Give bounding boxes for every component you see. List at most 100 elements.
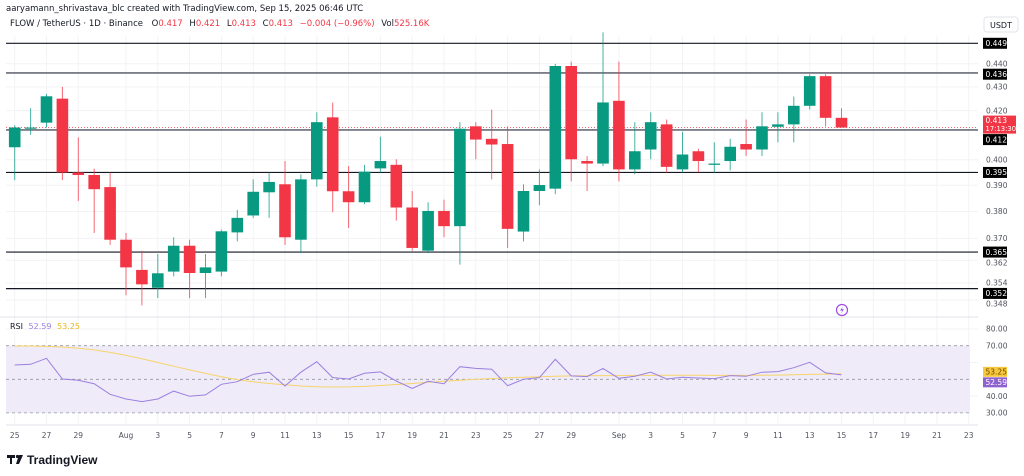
price-tick-label: 0.354 <box>986 279 1008 288</box>
tradingview-logo[interactable]: TradingView <box>7 453 98 467</box>
time-tick-label: 29 <box>566 431 576 440</box>
candle-body <box>835 117 848 128</box>
low-value: 0.413 <box>232 19 256 29</box>
time-tick-label: Aug <box>119 431 134 440</box>
candle <box>406 190 418 251</box>
rsi-legend[interactable]: RSI 52.59 53.25 <box>10 322 80 331</box>
level-price-badge <box>983 68 1007 80</box>
time-tick-label: 11 <box>280 431 290 440</box>
change-value: −0.004 (−0.96%) <box>300 19 375 29</box>
candle <box>152 254 164 299</box>
level-price-badge <box>983 134 1007 146</box>
price-tick-label: 0.380 <box>986 207 1008 216</box>
candle-body <box>8 127 21 148</box>
rsi-ma-value: 53.25 <box>57 322 80 331</box>
candle <box>88 168 100 233</box>
candle-body <box>692 151 705 162</box>
candle <box>660 119 673 173</box>
time-tick-label: 3 <box>155 431 160 440</box>
rsi-line <box>14 357 842 403</box>
time-tick-label: 27 <box>535 431 545 440</box>
candle <box>485 109 498 180</box>
candle <box>279 161 291 245</box>
time-tick-label: 5 <box>187 431 192 440</box>
rsi-tick-label: 70.00 <box>986 341 1008 350</box>
candle <box>724 138 736 171</box>
candle <box>72 137 85 201</box>
candle-body <box>120 239 132 268</box>
candle <box>803 74 816 110</box>
rsi-badge-label: 52.59 <box>986 378 1008 387</box>
candle <box>549 63 562 195</box>
candle-body <box>454 128 466 227</box>
candle <box>183 239 196 299</box>
candle <box>438 199 450 238</box>
time-tick-label: 7 <box>219 431 224 440</box>
candle <box>517 184 530 242</box>
candle <box>199 254 212 299</box>
time-axis[interactable]: 25 27 29 Aug 3 5 7 9 11 13 15 17 19 21 23 25 27 29 Sep 3 5 7 9… <box>10 431 974 440</box>
candle-body <box>772 124 784 127</box>
candle-body <box>358 171 371 203</box>
candle-body <box>485 138 498 145</box>
level-price-badge <box>983 37 1007 49</box>
candle <box>326 102 339 213</box>
candle <box>120 232 132 296</box>
time-tick-label: 17 <box>376 431 386 440</box>
candle <box>740 119 752 156</box>
currency-label: USDT <box>990 21 1012 30</box>
level-price-badge <box>983 246 1007 258</box>
time-tick-label: 11 <box>773 431 783 440</box>
price-tick-label: 0.390 <box>986 181 1008 190</box>
rsi-ma-badge-label: 53.25 <box>986 368 1008 377</box>
attribution-text: aaryamann_shrivastava_blc created with T… <box>6 4 363 14</box>
close-value: 0.413 <box>269 19 293 29</box>
price-tick-label: 0.430 <box>986 83 1008 92</box>
open-value: 0.417 <box>158 19 182 29</box>
candle-body <box>183 245 196 274</box>
candle-body <box>24 127 37 129</box>
currency-button[interactable] <box>983 16 1019 33</box>
candle-body <box>803 76 816 106</box>
price-tick-label: 0.370 <box>986 234 1008 243</box>
price-tick-label: 0.400 <box>986 155 1008 164</box>
candle-body <box>152 273 164 288</box>
candle-body <box>740 144 752 150</box>
candle <box>788 96 800 143</box>
time-tick-label: 25 <box>10 431 20 440</box>
symbol-title[interactable]: FLOW / TetherUS · 1D · Binance <box>10 19 143 29</box>
candle <box>374 136 387 173</box>
candle-body <box>724 146 736 162</box>
candle-body <box>342 191 355 203</box>
rsi-pane <box>6 345 970 414</box>
current-price-badge <box>983 115 1016 134</box>
rsi-tick-label: 40.00 <box>986 392 1008 401</box>
level-price-label: 0.449 <box>986 39 1008 48</box>
candle <box>390 159 403 221</box>
candle <box>756 112 768 156</box>
candle-body <box>72 172 85 176</box>
time-tick-label: 27 <box>42 431 52 440</box>
candles <box>8 32 848 306</box>
candle <box>819 74 832 127</box>
candle <box>104 172 116 245</box>
candle-body <box>390 164 403 208</box>
candle-body <box>88 175 100 190</box>
candle <box>295 174 307 254</box>
candle <box>263 172 275 218</box>
lightning-icon[interactable] <box>835 303 849 317</box>
candle-body <box>231 217 244 233</box>
candle <box>597 32 609 167</box>
candle-body <box>676 154 689 170</box>
candle <box>501 126 514 248</box>
volume-label: Vol <box>381 19 394 29</box>
candle-body <box>629 151 641 170</box>
low-label: L <box>227 19 232 29</box>
level-price-badge <box>983 287 1007 299</box>
candle-body <box>56 98 69 173</box>
candle-body <box>597 102 609 164</box>
candle <box>470 122 482 160</box>
candle-body <box>215 231 228 272</box>
